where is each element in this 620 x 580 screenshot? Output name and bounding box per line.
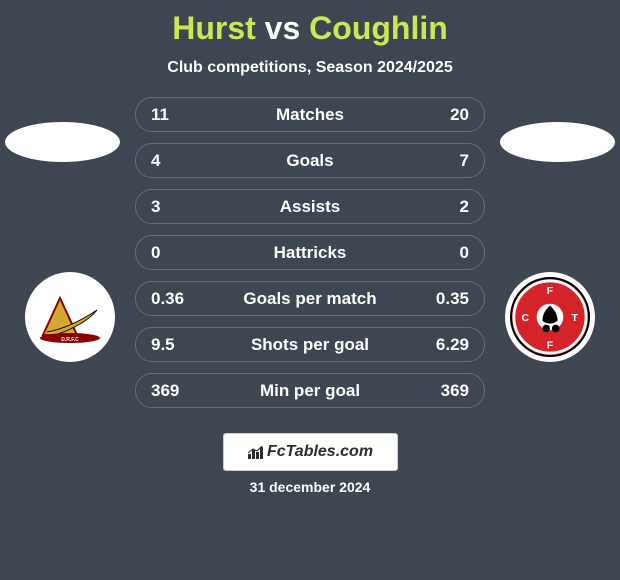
- badge-right-outer: F T F C: [505, 272, 595, 362]
- stat-row: 4 Goals 7: [135, 143, 485, 178]
- stat-label: Min per goal: [201, 381, 419, 401]
- stat-label: Hattricks: [201, 243, 419, 263]
- bar-chart-icon: [247, 444, 263, 460]
- content-area: D.R.F.C F T F C: [0, 97, 620, 495]
- stat-right-value: 2: [419, 197, 469, 217]
- stat-left-value: 9.5: [151, 335, 201, 355]
- stat-left-value: 11: [151, 105, 201, 125]
- doncaster-badge-icon: D.R.F.C: [35, 290, 105, 345]
- stat-left-value: 4: [151, 151, 201, 171]
- stat-label: Shots per goal: [201, 335, 419, 355]
- stat-right-value: 369: [419, 381, 469, 401]
- svg-text:C: C: [522, 313, 530, 324]
- fleetwood-badge-icon: F T F C: [510, 277, 590, 357]
- stat-label: Matches: [201, 105, 419, 125]
- stat-label: Goals: [201, 151, 419, 171]
- stat-row: 11 Matches 20: [135, 97, 485, 132]
- page-title: Hurst vs Coughlin: [0, 10, 620, 47]
- subtitle: Club competitions, Season 2024/2025: [0, 59, 620, 77]
- stat-row: 9.5 Shots per goal 6.29: [135, 327, 485, 362]
- stat-right-value: 6.29: [419, 335, 469, 355]
- svg-text:D.R.F.C: D.R.F.C: [61, 337, 79, 343]
- date-line: 31 december 2024: [0, 479, 620, 495]
- svg-text:F: F: [547, 286, 553, 297]
- stat-right-value: 20: [419, 105, 469, 125]
- player2-name: Coughlin: [309, 10, 448, 46]
- player1-badge: D.R.F.C: [25, 272, 115, 362]
- stat-row: 3 Assists 2: [135, 189, 485, 224]
- stat-left-value: 3: [151, 197, 201, 217]
- stat-row: 0 Hattricks 0: [135, 235, 485, 270]
- svg-text:F: F: [547, 340, 553, 351]
- stat-row: 369 Min per goal 369: [135, 373, 485, 408]
- stat-right-value: 7: [419, 151, 469, 171]
- stat-right-value: 0: [419, 243, 469, 263]
- stat-label: Assists: [201, 197, 419, 217]
- stat-label: Goals per match: [201, 289, 419, 309]
- svg-text:T: T: [572, 313, 579, 324]
- badge-left-circle: D.R.F.C: [25, 272, 115, 362]
- vs-text: vs: [265, 10, 301, 46]
- player2-photo: [500, 122, 615, 162]
- stat-left-value: 369: [151, 381, 201, 401]
- stat-left-value: 0: [151, 243, 201, 263]
- stat-row: 0.36 Goals per match 0.35: [135, 281, 485, 316]
- watermark-text: FcTables.com: [267, 443, 373, 461]
- stat-left-value: 0.36: [151, 289, 201, 309]
- stat-right-value: 0.35: [419, 289, 469, 309]
- player1-name: Hurst: [172, 10, 256, 46]
- watermark[interactable]: FcTables.com: [223, 433, 398, 471]
- stats-table: 11 Matches 20 4 Goals 7 3 Assists 2 0 Ha…: [135, 97, 485, 408]
- player1-photo: [5, 122, 120, 162]
- comparison-card: Hurst vs Coughlin Club competitions, Sea…: [0, 0, 620, 580]
- fleetwood-badge-svg: F T F C: [512, 277, 588, 357]
- player2-badge: F T F C: [505, 272, 595, 362]
